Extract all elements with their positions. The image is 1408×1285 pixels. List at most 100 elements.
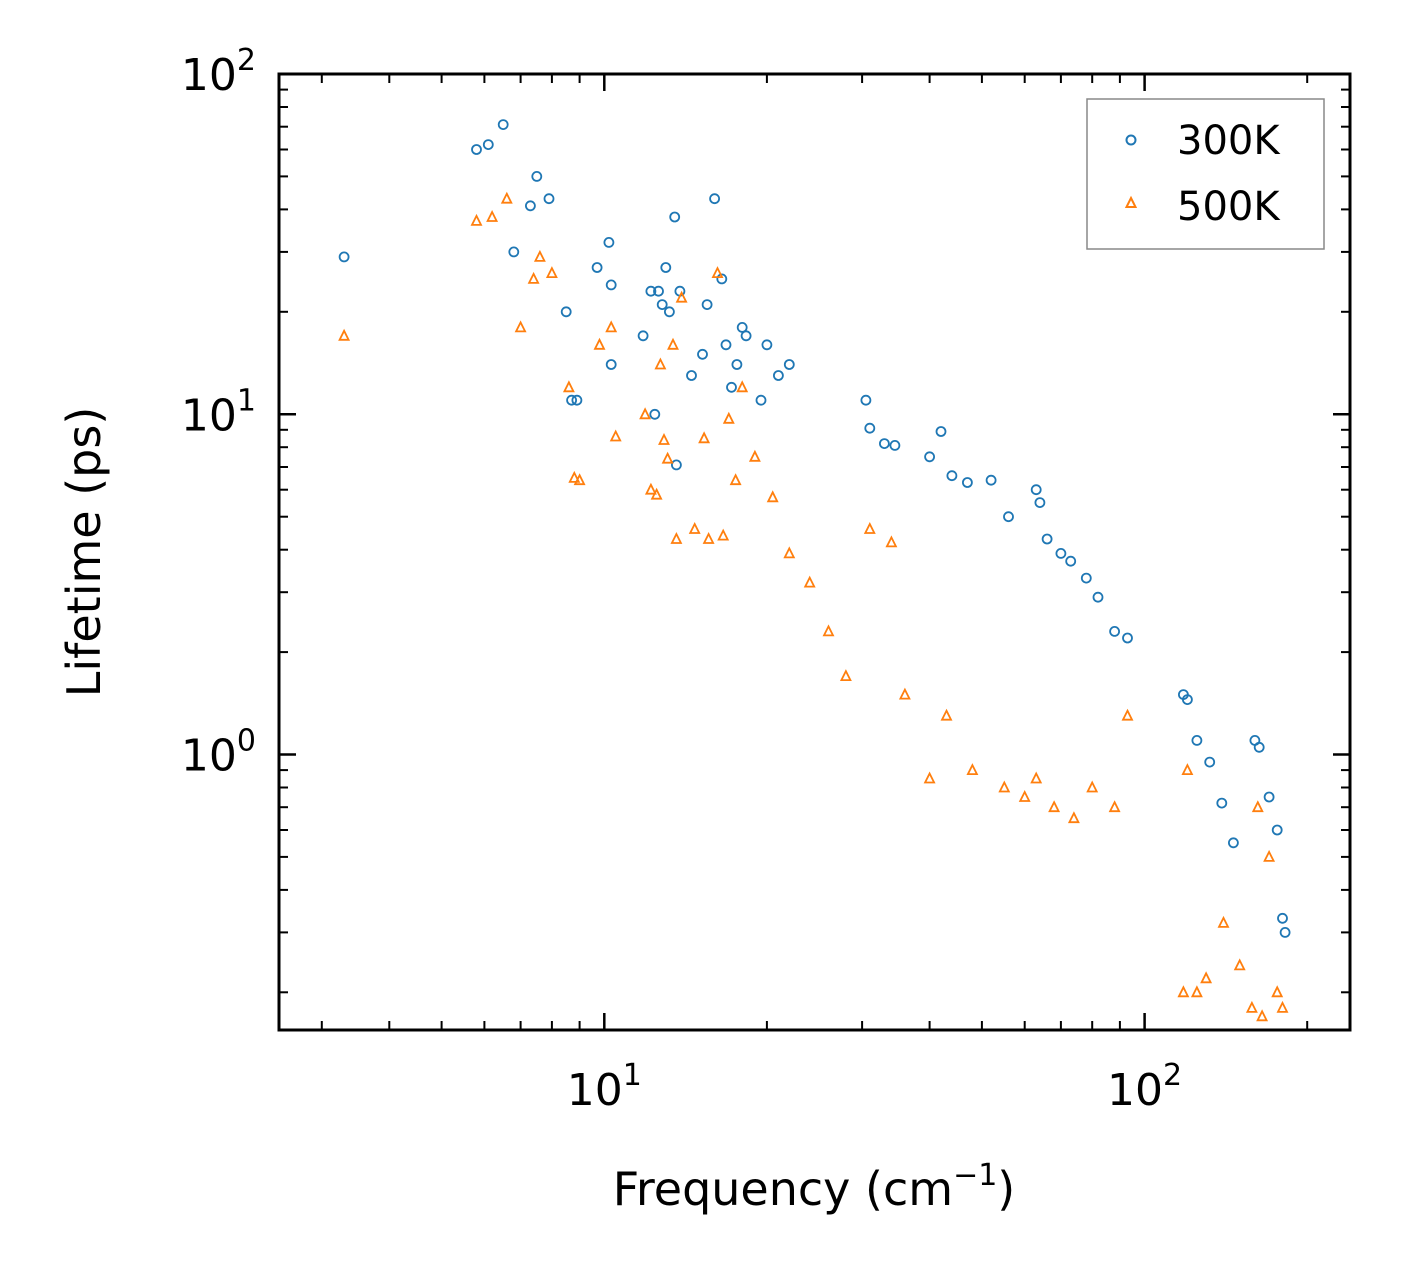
point-500k [1271, 985, 1284, 998]
point-300k [686, 370, 697, 381]
point-300k [740, 330, 752, 342]
point-500k [545, 266, 558, 279]
point-500k [1233, 958, 1246, 971]
legend: 300K 500K [1086, 98, 1325, 250]
point-500k [568, 470, 581, 483]
point-500k [736, 380, 749, 393]
point-300k [482, 139, 494, 151]
point-300k [709, 193, 720, 205]
point-300k [656, 299, 668, 311]
plot-frame [277, 72, 1352, 1032]
point-500k [1251, 800, 1264, 813]
point-500k [670, 531, 683, 544]
point-300k [1191, 735, 1203, 746]
point-300k [860, 394, 872, 406]
point-500k [803, 575, 816, 588]
point-300k [935, 426, 947, 437]
point-500k [966, 763, 979, 775]
point-500k [766, 490, 779, 503]
point-300k [962, 477, 973, 488]
point-300k [1204, 756, 1216, 768]
point-500k [1121, 708, 1134, 721]
point-300k [605, 359, 617, 370]
point-500k [573, 473, 586, 486]
point-500k [1190, 985, 1203, 998]
y-tick-label: 100 [181, 724, 256, 782]
point-500k [1256, 1009, 1269, 1022]
axis-tick-labels: 101 102 100 101 102 [181, 43, 1182, 1116]
point-500k [748, 449, 761, 462]
point-300k [508, 246, 520, 258]
point-300k [1092, 591, 1104, 603]
point-300k [1065, 555, 1077, 567]
point-500k [711, 266, 724, 279]
point-500k [650, 487, 663, 500]
x-axis-label: Frequency (cm−1) [613, 1158, 1016, 1216]
point-300k [716, 273, 728, 285]
point-300k [731, 359, 743, 370]
point-300k [1279, 927, 1291, 938]
point-300k [1030, 484, 1042, 496]
point-300k [531, 170, 543, 182]
y-tick-label: 102 [181, 43, 256, 101]
point-300k [605, 279, 617, 291]
point-300k [591, 262, 603, 273]
point-500k [885, 535, 898, 548]
point-300k [924, 451, 935, 463]
point-300k [720, 339, 732, 351]
point-300k [985, 474, 997, 486]
point-300k [1109, 626, 1120, 637]
point-300k [649, 408, 661, 420]
point-300k [660, 262, 672, 273]
point-300k [669, 211, 681, 223]
point-500k [654, 357, 667, 370]
point-500k [998, 780, 1011, 793]
point-500k [609, 429, 622, 442]
legend-marker-300k [1125, 134, 1137, 146]
legend-label-500k: 500K [1177, 184, 1281, 230]
point-300k [664, 306, 675, 318]
axis-ticks [279, 72, 1350, 1030]
point-300k [1228, 837, 1239, 849]
point-300k [543, 193, 555, 205]
series-300k-points [338, 119, 1291, 938]
point-500k [514, 320, 527, 333]
point-300k [1055, 548, 1067, 559]
point-500k [822, 624, 835, 637]
y-tick-label: 101 [181, 383, 256, 441]
point-500k [923, 771, 936, 784]
point-500k [898, 687, 911, 700]
point-500k [702, 531, 715, 544]
point-500k [717, 528, 730, 541]
point-500k [675, 290, 688, 303]
point-300k [736, 321, 748, 333]
point-500k [1181, 763, 1194, 775]
point-300k [879, 438, 890, 450]
point-300k [726, 381, 737, 393]
x-tick-label: 102 [1107, 1058, 1182, 1116]
point-500k [729, 473, 742, 486]
point-500k [639, 407, 652, 420]
point-300k [1182, 694, 1193, 705]
point-500k [1217, 915, 1230, 928]
point-500k [338, 328, 351, 341]
legend-box [1086, 98, 1325, 250]
point-500k [667, 337, 679, 350]
point-300k [697, 348, 708, 360]
point-300k [755, 394, 767, 406]
point-500k [863, 521, 876, 534]
point-500k [1048, 800, 1061, 813]
point-500k [644, 482, 657, 495]
point-300k [1263, 791, 1275, 803]
point-300k [571, 394, 583, 406]
point-500k [593, 337, 606, 350]
point-500k [527, 271, 540, 284]
point-500k [839, 669, 852, 681]
point-500k [1018, 789, 1031, 802]
point-300k [338, 251, 350, 263]
series-500k-points [338, 191, 1289, 1022]
point-500k [533, 249, 546, 262]
x-tick-label: 101 [567, 1058, 642, 1116]
point-300k [783, 359, 795, 370]
